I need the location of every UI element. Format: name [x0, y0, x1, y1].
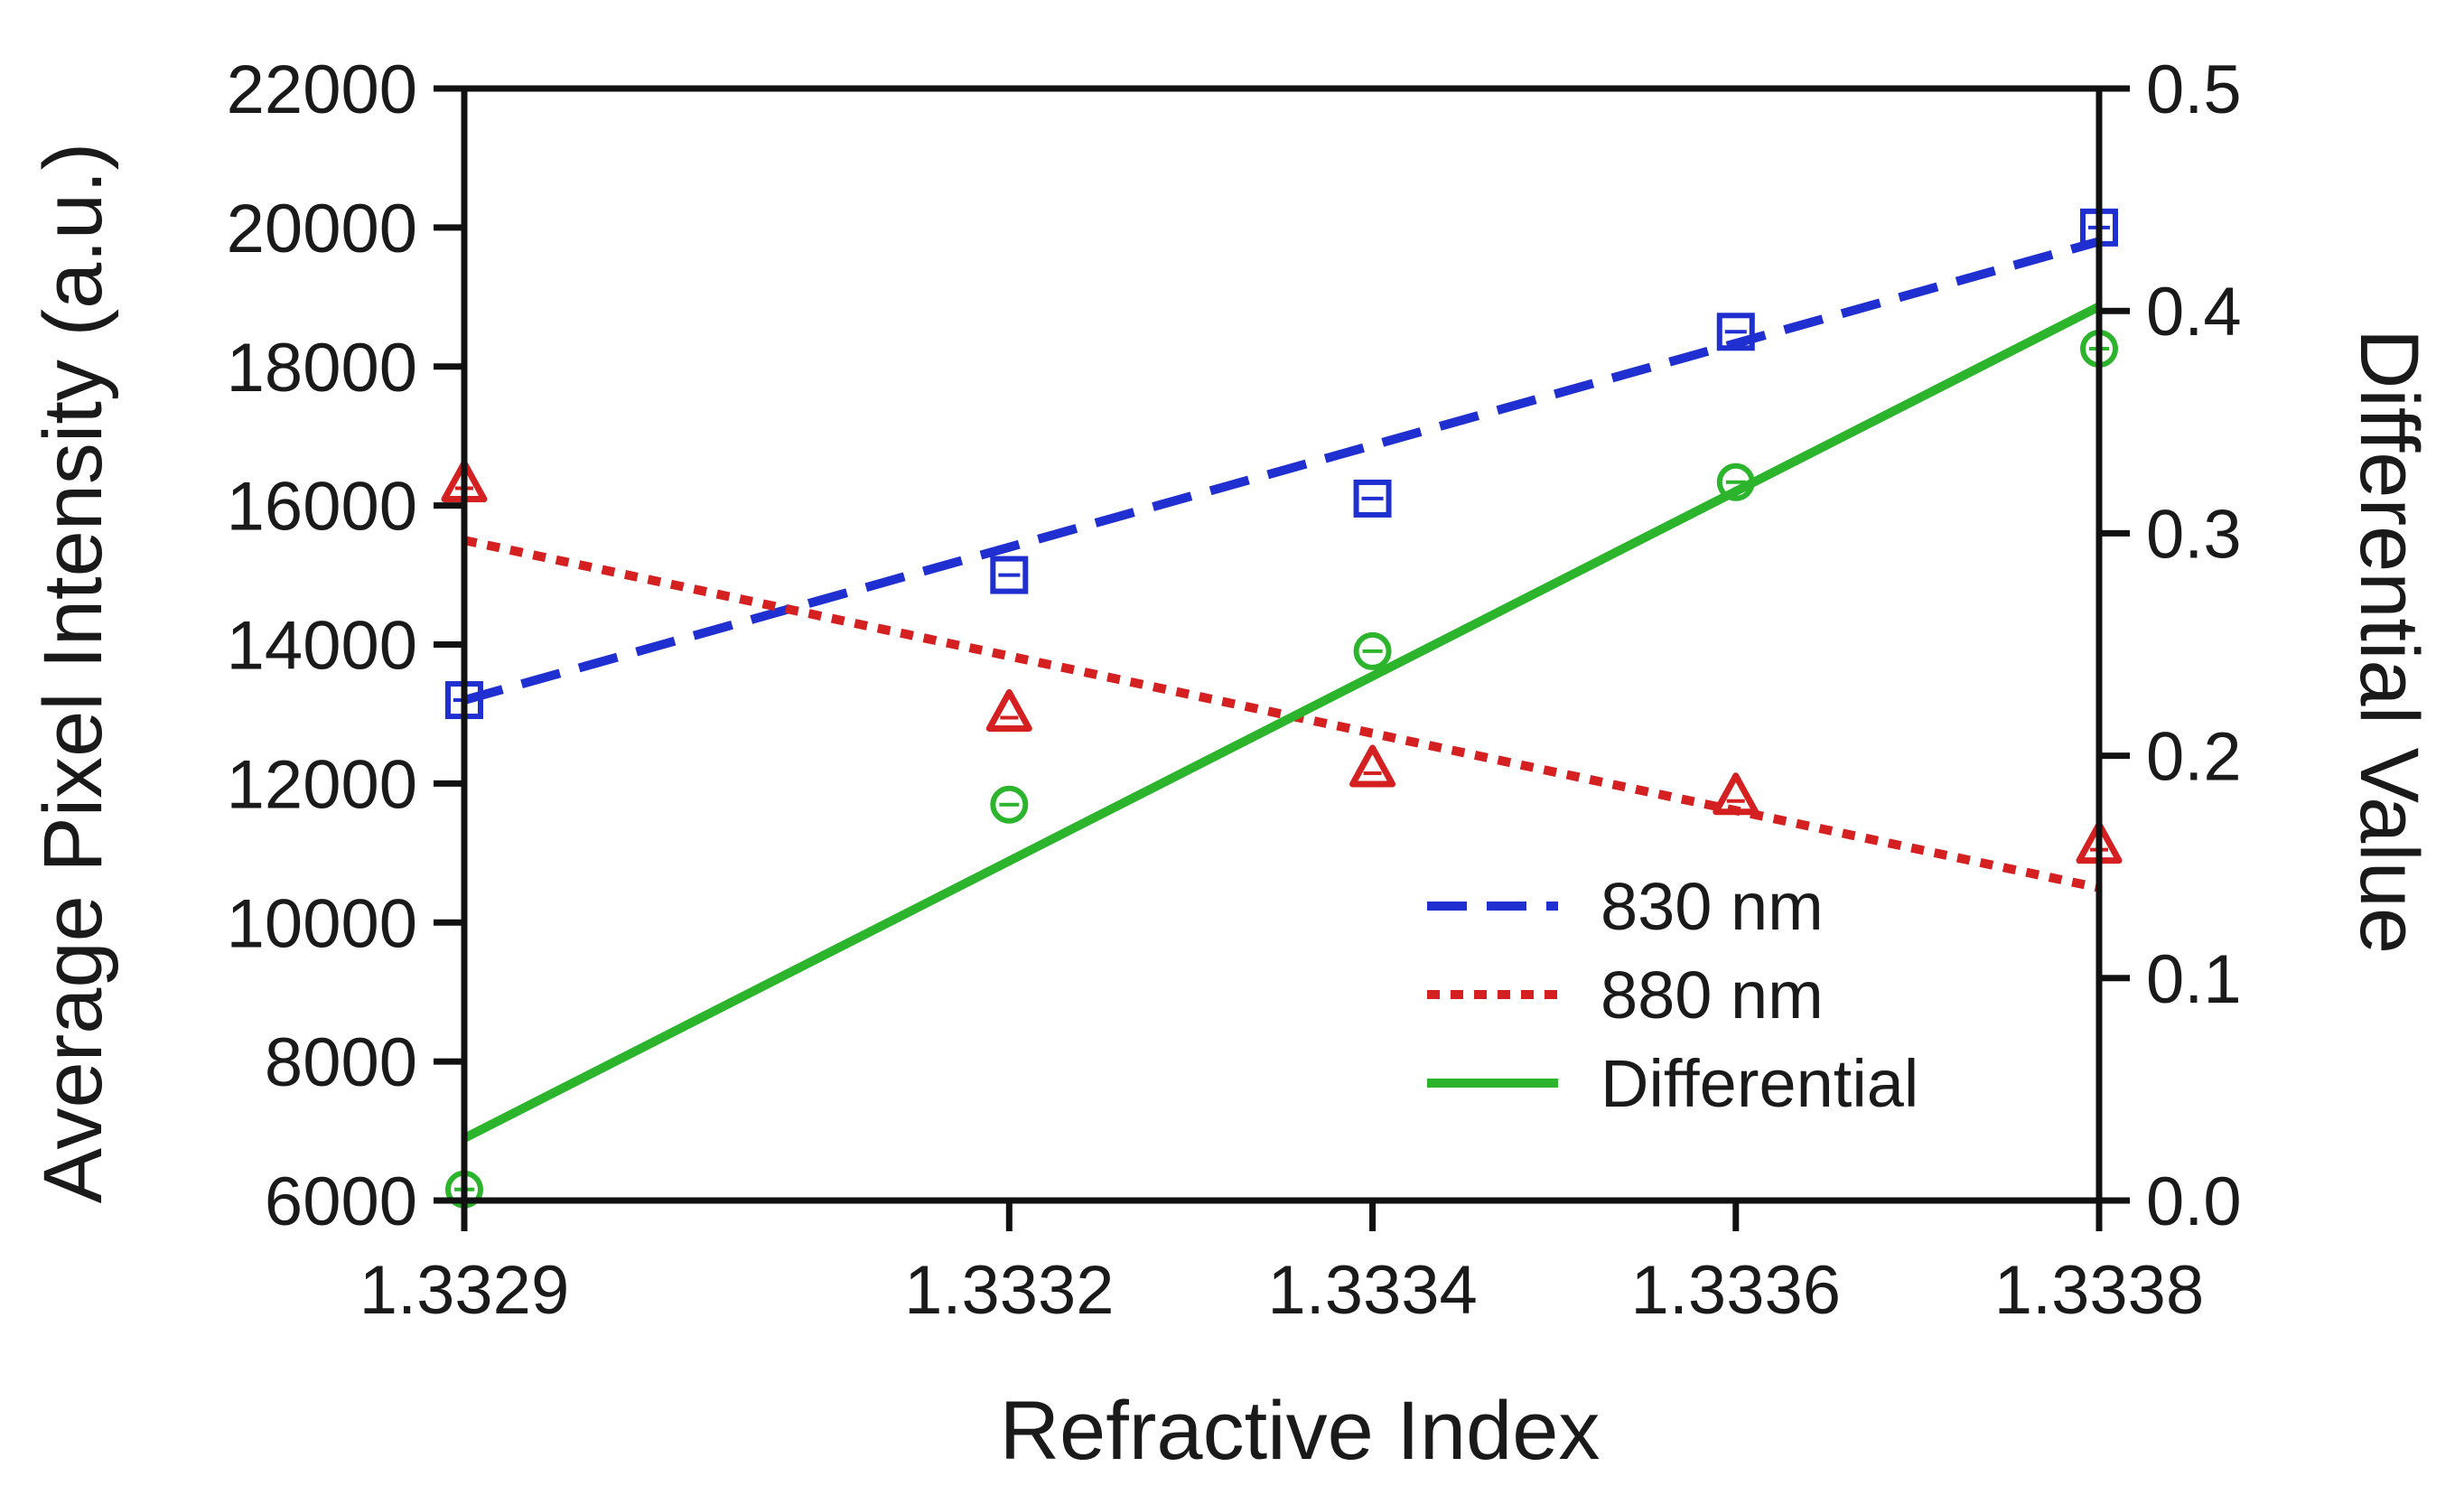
- data-point-triangle: [1713, 772, 1759, 816]
- marker-outline: [990, 556, 1029, 594]
- y2-tick-label: 0.4: [2146, 274, 2242, 350]
- y2-tick-label: 0.1: [2146, 941, 2242, 1018]
- y2-axis-title: Differential Value: [2343, 329, 2435, 954]
- y2-tick-label: 0.0: [2146, 1163, 2242, 1240]
- x-tick-label: 1.3332: [904, 1252, 1114, 1329]
- legend: 830 nm 880 nm Differential: [1427, 869, 1918, 1121]
- y-tick-label: 20000: [227, 191, 417, 267]
- y-axis-right: 0.0 0.1 0.2 0.3 0.4 0.5: [2099, 51, 2242, 1240]
- x-tick-label: 1.3336: [1631, 1252, 1841, 1329]
- marker-outline: [1713, 772, 1759, 816]
- x-tick-label: 1.3338: [1994, 1252, 2204, 1329]
- legend-label-830: 830 nm: [1601, 869, 1824, 944]
- data-point-square: [990, 556, 1029, 594]
- y-tick-label: 18000: [227, 330, 417, 406]
- y2-tick-label: 0.3: [2146, 496, 2242, 573]
- y-axis-left: 6000 8000 10000 12000 14000 16000 18000 20000 22…: [227, 51, 464, 1240]
- marker-outline: [990, 785, 1029, 824]
- legend-label-differential: Differential: [1601, 1046, 1918, 1121]
- y-tick-label: 12000: [227, 746, 417, 823]
- data-point-circle: [1716, 463, 1755, 501]
- x-tick-label: 1.3329: [359, 1252, 569, 1329]
- legend-item-830: 830 nm: [1427, 869, 1824, 944]
- legend-item-differential: Differential: [1427, 1046, 1918, 1121]
- fit-line-2: [462, 302, 2102, 1143]
- legend-item-880: 880 nm: [1427, 958, 1824, 1032]
- y-tick-label: 6000: [265, 1163, 417, 1240]
- y-tick-label: 22000: [227, 51, 417, 128]
- legend-label-880: 880 nm: [1601, 958, 1824, 1032]
- fit-lines: [462, 237, 2102, 1143]
- y2-tick-label: 0.5: [2146, 51, 2242, 128]
- data-point-circle: [1353, 631, 1392, 670]
- y-axis-title: Average Pixel Intensity (a.u.): [27, 143, 119, 1203]
- marker-outline: [1353, 479, 1392, 518]
- x-tick-label: 1.3334: [1267, 1252, 1477, 1329]
- data-point-triangle: [1349, 744, 1396, 788]
- y2-tick-label: 0.2: [2146, 719, 2242, 796]
- fit-line-1: [462, 536, 2101, 892]
- marker-outline: [1716, 463, 1755, 501]
- y-tick-label: 8000: [265, 1024, 417, 1101]
- marker-outline: [1716, 313, 1755, 351]
- data-point-circle: [990, 785, 1029, 824]
- plot-area-frame: [461, 85, 2103, 1204]
- x-axis: 1.3329 1.3332 1.3334 1.3336 1.3338: [359, 1201, 2204, 1329]
- fit-line-0: [462, 237, 2101, 705]
- x-axis-title: Refractive Index: [1000, 1385, 1601, 1477]
- data-point-square: [1716, 313, 1755, 351]
- y-tick-label: 14000: [227, 608, 417, 685]
- marker-outline: [985, 688, 1032, 732]
- data-point-triangle: [985, 688, 1032, 732]
- marker-outline: [1353, 631, 1392, 670]
- marker-outline: [1349, 744, 1396, 788]
- y-tick-label: 16000: [227, 469, 417, 546]
- y-tick-label: 10000: [227, 885, 417, 962]
- data-point-square: [1353, 479, 1392, 518]
